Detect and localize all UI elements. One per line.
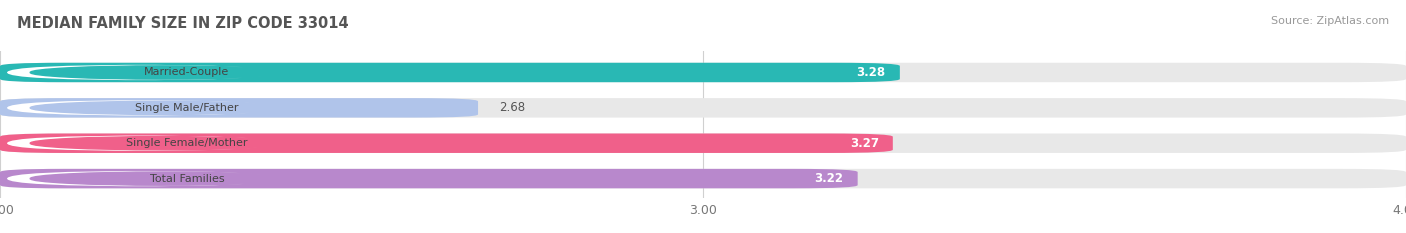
FancyBboxPatch shape [7,65,274,80]
Text: Source: ZipAtlas.com: Source: ZipAtlas.com [1271,16,1389,26]
FancyBboxPatch shape [0,63,900,82]
FancyBboxPatch shape [7,100,274,116]
Text: 3.27: 3.27 [849,137,879,150]
FancyBboxPatch shape [0,169,858,188]
Text: 3.22: 3.22 [814,172,844,185]
Text: Single Male/Father: Single Male/Father [135,103,239,113]
FancyBboxPatch shape [7,171,274,186]
Text: Single Female/Mother: Single Female/Mother [127,138,247,148]
Circle shape [31,172,294,185]
FancyBboxPatch shape [0,98,478,118]
Text: 2.68: 2.68 [499,101,526,114]
Text: MEDIAN FAMILY SIZE IN ZIP CODE 33014: MEDIAN FAMILY SIZE IN ZIP CODE 33014 [17,16,349,31]
Text: Married-Couple: Married-Couple [145,68,229,78]
Circle shape [31,101,294,114]
FancyBboxPatch shape [0,98,1406,118]
Text: Total Families: Total Families [149,174,225,184]
FancyBboxPatch shape [0,63,1406,82]
Text: 3.28: 3.28 [856,66,886,79]
FancyBboxPatch shape [0,134,893,153]
FancyBboxPatch shape [0,134,1406,153]
Circle shape [31,66,294,79]
Circle shape [31,137,294,150]
FancyBboxPatch shape [0,169,1406,188]
FancyBboxPatch shape [7,135,274,151]
